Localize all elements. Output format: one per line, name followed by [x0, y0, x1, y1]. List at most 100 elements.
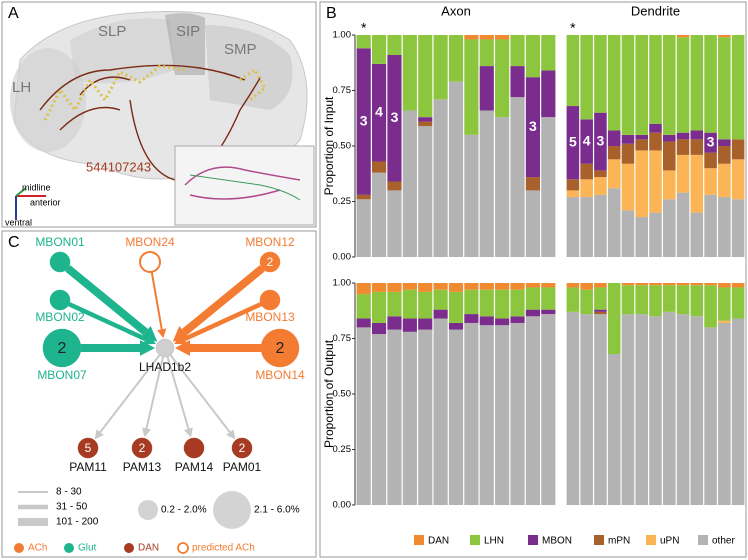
chart-title: Dendrite	[631, 3, 680, 18]
bar-segment	[356, 199, 371, 257]
bar-segment	[649, 285, 662, 317]
legend-swatch	[528, 535, 538, 545]
inset-neurons	[184, 166, 301, 200]
bar-segment	[607, 146, 621, 160]
bar-segment	[635, 139, 649, 151]
bar-segment	[356, 194, 371, 200]
bar-segment	[649, 132, 662, 151]
bar-segment	[371, 322, 387, 335]
legend-dot	[177, 542, 189, 554]
node-count: 2	[139, 441, 146, 455]
bar-segment	[510, 66, 525, 98]
edge-arrowhead	[94, 429, 104, 440]
bar-segment	[676, 132, 690, 140]
bar-segment	[718, 283, 731, 288]
bar-segment	[594, 170, 607, 178]
bar-segment	[448, 35, 464, 82]
bar-segment	[541, 309, 556, 315]
bar-segment	[566, 179, 580, 191]
bar-segment	[356, 35, 371, 49]
bar-segment	[662, 35, 676, 135]
y-tick-label: 0.50	[333, 141, 352, 152]
bar-segment	[387, 35, 402, 55]
bar-segment	[566, 283, 580, 288]
bar-segment	[690, 154, 704, 213]
bar-segment	[649, 35, 662, 124]
node	[49, 289, 71, 311]
bar-segment	[356, 294, 371, 319]
bar-segment	[371, 161, 387, 173]
bar-segment	[495, 35, 510, 40]
legend-label: Glut	[78, 543, 97, 554]
panel-label: C	[8, 234, 20, 251]
legend-swatch	[698, 535, 708, 545]
legend-label: ACh	[28, 543, 47, 554]
bar-segment	[718, 139, 731, 146]
bar-segment	[566, 190, 580, 198]
legend-dot	[14, 543, 24, 553]
edge-arrowhead	[175, 340, 190, 356]
bar-segment	[402, 318, 417, 332]
bar-segment	[731, 35, 745, 140]
mbon-count: 4	[375, 103, 383, 119]
bar-segment	[580, 314, 593, 505]
brain-render	[10, 11, 315, 226]
bar-segment	[676, 35, 690, 38]
bar-segment	[621, 163, 635, 211]
bar-segment	[594, 112, 607, 171]
bar-segment	[418, 283, 433, 292]
edge	[166, 356, 190, 430]
bar-segment	[662, 199, 676, 257]
bar-segment	[607, 159, 621, 189]
bar-segment	[464, 289, 479, 315]
bar-segment	[566, 35, 580, 107]
region-label: SIP	[176, 23, 200, 40]
node	[259, 251, 281, 273]
bar-segment	[464, 39, 479, 135]
axis-arrow	[15, 187, 27, 197]
bar-segment	[704, 35, 717, 133]
bar-segment	[371, 283, 387, 292]
mbon-count: 5	[569, 133, 577, 149]
smp-region	[205, 25, 293, 110]
bar-segment	[635, 150, 649, 218]
bar-segment	[356, 283, 371, 295]
chart-title: Axon	[441, 3, 471, 18]
bar-segment	[495, 289, 510, 319]
bar-segment	[525, 316, 541, 505]
node	[131, 437, 153, 459]
neuron-id: 544107243	[86, 159, 151, 174]
bar-segment	[704, 283, 717, 286]
region-label: SMP	[224, 41, 257, 58]
bar-segment	[607, 130, 621, 146]
bar-segment	[580, 289, 593, 315]
bar-segment	[635, 134, 649, 140]
bar-segment	[635, 283, 649, 286]
edge-arrowhead	[142, 427, 151, 438]
bar-segment	[662, 141, 676, 171]
bar-segment	[662, 283, 676, 286]
bar-segment	[580, 179, 593, 198]
bar-segment	[525, 77, 541, 178]
bar-segment	[433, 283, 448, 290]
bar-segment	[704, 194, 717, 257]
edge	[65, 265, 149, 336]
bar-segment	[433, 35, 448, 100]
legend-label: 2.1 - 6.0%	[254, 505, 300, 516]
bar-segment	[731, 139, 745, 160]
legend-circle	[138, 500, 158, 520]
y-tick-label: 0.00	[333, 252, 352, 263]
bar-segment	[541, 287, 556, 310]
bar-segment	[418, 318, 433, 330]
bar-segment	[704, 285, 717, 328]
legend-label: 0.2 - 2.0%	[161, 505, 207, 516]
bar-segment	[704, 132, 717, 153]
bar-segment	[418, 117, 433, 122]
node-label: MBON13	[245, 310, 295, 324]
bar-segment	[607, 283, 621, 355]
bar-segment	[566, 311, 580, 505]
panel-c-frame	[1, 230, 317, 558]
bar-segment	[649, 316, 662, 505]
bar-segment	[621, 283, 635, 286]
mbon-count: 3	[529, 118, 537, 134]
